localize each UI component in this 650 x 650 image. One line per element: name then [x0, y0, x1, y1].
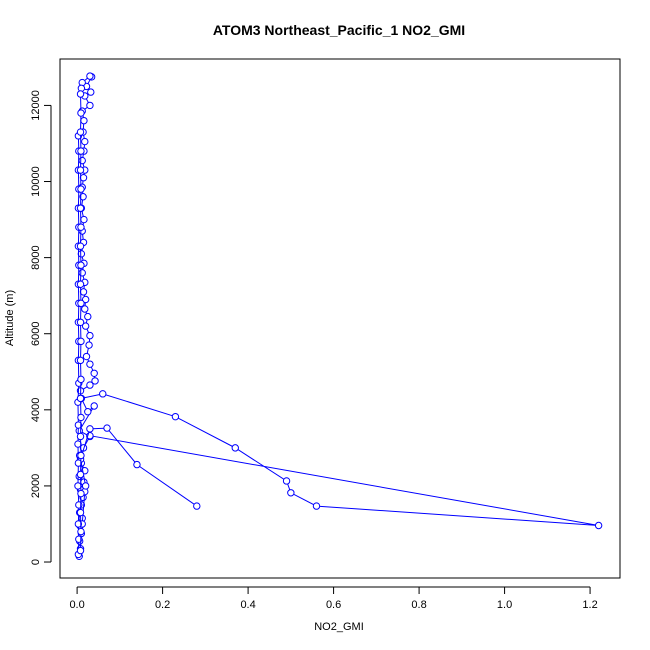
data-point [90, 402, 98, 410]
x-tick-label: 0.2 [155, 599, 170, 611]
y-tick-label: 8000 [30, 245, 42, 269]
data-point [80, 215, 88, 224]
y-tick-label: 0 [30, 559, 42, 565]
series-line [78, 393, 599, 557]
data-point [77, 413, 85, 422]
data-point [81, 322, 90, 330]
data-point [86, 381, 94, 389]
data-point [84, 408, 92, 416]
y-tick-label: 4000 [30, 398, 42, 422]
series-layer [74, 72, 603, 561]
data-point [99, 390, 107, 398]
data-point [282, 477, 291, 485]
data-point [86, 72, 94, 80]
data-point [81, 137, 89, 146]
data-point [76, 394, 85, 403]
data-point [77, 109, 85, 117]
chart-title: ATOM3 Northeast_Pacific_1 NO2_GMI [213, 22, 465, 38]
data-point [76, 204, 85, 212]
data-point [193, 502, 201, 510]
y-tick-label: 12000 [30, 90, 42, 121]
data-point [76, 90, 85, 98]
x-tick-label: 0.8 [411, 599, 426, 611]
data-point [84, 312, 92, 321]
data-point [103, 424, 111, 432]
data-point [85, 341, 93, 349]
data-point [86, 360, 94, 368]
data-point [74, 482, 82, 490]
y-tick-label: 6000 [30, 321, 42, 345]
data-point [86, 425, 94, 433]
data-point [77, 337, 85, 346]
data-point [77, 299, 85, 307]
data-point [312, 502, 321, 510]
data-point [91, 377, 99, 385]
data-point [74, 520, 83, 528]
y-tick-label: 2000 [30, 474, 42, 498]
data-point [77, 223, 85, 231]
data-point [81, 482, 90, 490]
data-point [76, 432, 85, 441]
data-point [86, 331, 94, 340]
data-point [76, 128, 85, 136]
data-point [86, 101, 94, 110]
data-point [133, 460, 141, 469]
data-point [77, 527, 85, 536]
data-series [76, 90, 85, 555]
data-point [171, 412, 180, 421]
data-point [81, 295, 90, 304]
data-point [82, 352, 91, 361]
data-point [77, 375, 85, 384]
data-point [76, 318, 85, 326]
x-tick-label: 1.2 [582, 599, 597, 611]
data-point [287, 489, 295, 497]
data-point [76, 166, 85, 174]
data-point [77, 185, 85, 193]
data-point [231, 444, 239, 452]
data-point [81, 305, 89, 313]
data-point [77, 489, 85, 498]
x-axis: 0.0 0.2 0.4 0.6 0.8 1.0 1.2 [69, 586, 598, 611]
data-point [76, 546, 85, 555]
data-series [75, 390, 603, 561]
data-series [76, 424, 201, 528]
data-point [77, 250, 86, 258]
plot-frame [59, 58, 621, 579]
y-tick-label: 10000 [30, 166, 42, 197]
data-point [74, 421, 83, 429]
data-point [79, 288, 88, 296]
data-point [79, 193, 87, 201]
data-point [76, 356, 85, 365]
x-tick-label: 0.0 [69, 599, 84, 611]
x-axis-label: NO2_GMI [314, 621, 364, 633]
data-point [79, 174, 88, 182]
data-point [80, 116, 88, 125]
y-axis-label: Altitude (m) [4, 290, 16, 346]
data-point [77, 451, 85, 460]
data-point [76, 470, 85, 479]
data-point [76, 242, 85, 250]
data-point [76, 280, 85, 288]
data-point [87, 88, 95, 96]
data-point [78, 156, 86, 165]
data-point [77, 147, 85, 155]
y-axis: 0 2000 4000 6000 8000 10000 12000 [30, 90, 52, 565]
data-point [76, 508, 85, 517]
data-point [90, 369, 98, 377]
x-tick-label: 1.0 [497, 599, 512, 611]
x-tick-label: 0.4 [240, 599, 255, 611]
data-point [77, 261, 85, 269]
data-point [74, 459, 83, 467]
series-line [80, 427, 198, 525]
x-tick-label: 0.6 [326, 599, 341, 611]
data-point [78, 269, 86, 277]
data-point [594, 521, 603, 530]
